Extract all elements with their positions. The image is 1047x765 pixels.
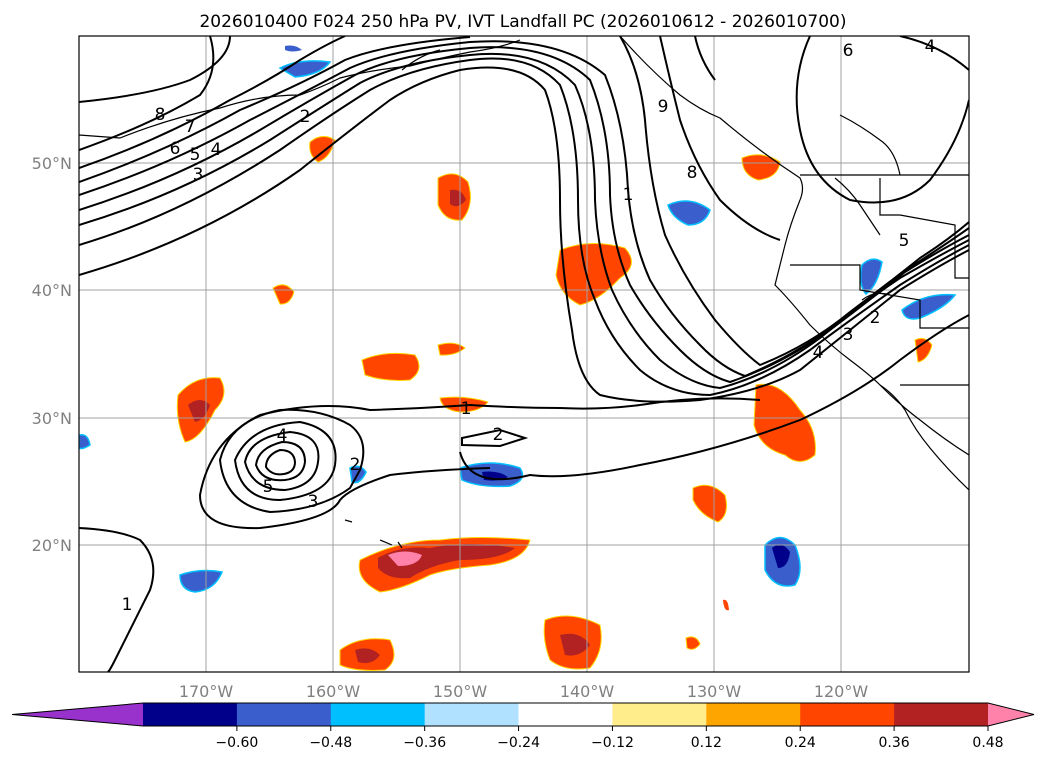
contour-label: 3 (193, 165, 204, 185)
contour-label: 3 (843, 325, 854, 345)
pv-blob (560, 633, 590, 656)
colorbar-segment (706, 703, 801, 726)
colorbar-segment (800, 703, 895, 726)
pv-blob (450, 189, 466, 207)
map-frame (78, 35, 970, 673)
pv-blob (309, 136, 336, 163)
pv-contours (79, 36, 969, 672)
map-panel: 8 7 6 5 4 3 2 1 9 8 6 4 1 2 4 5 3 2 2 3 … (79, 36, 969, 672)
pv-blob (79, 433, 91, 450)
colorbar-extend-low (12, 703, 143, 726)
lat-label: 50°N (32, 154, 72, 173)
colorbar-segment (330, 703, 426, 726)
pv-blob (355, 648, 380, 664)
pv-blob (741, 154, 781, 181)
lon-label: 170°W (179, 682, 234, 701)
pv-blob (285, 45, 302, 52)
pv-blob (667, 200, 711, 226)
lon-label: 150°W (433, 682, 488, 701)
colorbar-segment (236, 703, 332, 726)
contour-label: 2 (870, 308, 881, 328)
lat-label: 30°N (32, 409, 72, 428)
colorbar-tick-label: −0.36 (403, 735, 446, 751)
contour-label: 2 (493, 425, 504, 445)
pv-blob (723, 599, 729, 611)
pv-blob (685, 636, 701, 650)
contour-label: 8 (155, 105, 166, 125)
colorbar-tick-label: −0.60 (215, 735, 258, 751)
contour-label: 2 (350, 455, 361, 475)
lat-label: 40°N (32, 281, 72, 300)
colorbar-tick-label: −0.48 (309, 735, 352, 751)
pv-blob (901, 293, 957, 320)
contour-label: 4 (925, 37, 936, 57)
contour-label: 5 (899, 231, 910, 251)
contour-label: 8 (687, 163, 698, 183)
lon-label: 120°W (814, 682, 869, 701)
pv-blob (188, 400, 210, 422)
contour-label: 3 (308, 492, 319, 512)
graticule (79, 36, 969, 672)
colorbar-segment (894, 703, 989, 726)
latitude-labels: 20°N 30°N 40°N 50°N (32, 154, 72, 555)
pv-blob (692, 484, 727, 523)
contour-labels: 8 7 6 5 4 3 2 1 9 8 6 4 1 2 4 5 3 2 2 3 … (122, 37, 936, 615)
contour-label: 5 (263, 477, 274, 497)
contour-label: 6 (170, 139, 181, 159)
colorbar-tick-label: 0.36 (879, 735, 910, 751)
colorbar: −0.60 −0.48 −0.36 −0.24 −0.12 0.12 0.24 0.36 0.4… (11, 702, 1035, 751)
contour-label: 4 (211, 140, 222, 160)
colorbar-segment (518, 703, 613, 726)
pv-blob (772, 544, 790, 568)
contour-label: 1 (122, 595, 133, 615)
lat-label: 20°N (32, 536, 72, 555)
lon-label: 140°W (560, 682, 615, 701)
contour-label: 4 (813, 343, 824, 363)
colorbar-tick-label: −0.12 (591, 735, 634, 751)
pv-blob (437, 342, 466, 356)
pv-blob (859, 258, 883, 296)
pv-blob (753, 383, 816, 462)
pv-blob (914, 337, 933, 363)
longitude-labels: 170°W 160°W 150°W 140°W 130°W 120°W (179, 682, 869, 701)
pv-blob (179, 569, 224, 593)
contour-label: 7 (185, 117, 196, 137)
lon-label: 160°W (306, 682, 361, 701)
colorbar-segment (143, 703, 238, 726)
colorbar-tick-label: 0.12 (691, 735, 722, 751)
contour-label: 4 (277, 426, 288, 446)
contour-label: 1 (461, 399, 472, 419)
lon-label: 130°W (687, 682, 742, 701)
contour-label: 1 (623, 185, 634, 205)
contour-label: 6 (843, 41, 854, 61)
colorbar-segment (424, 703, 520, 726)
contour-label: 5 (190, 145, 201, 165)
pv-blob (361, 352, 420, 381)
coastlines (79, 36, 969, 549)
colorbar-tick-label: −0.24 (497, 735, 540, 751)
pv-blob (388, 551, 422, 566)
colorbar-outline (11, 702, 1035, 727)
colorbar-tick-label: 0.24 (785, 735, 816, 751)
figure-title: 2026010400 F024 250 hPa PV, IVT Landfall… (199, 12, 846, 32)
colorbar-segment (612, 703, 707, 726)
contour-label: 9 (658, 97, 669, 117)
contour-label: 2 (300, 107, 311, 127)
colorbar-extend-high (988, 703, 1034, 726)
colorbar-tick-label: 0.48 (972, 735, 1003, 751)
